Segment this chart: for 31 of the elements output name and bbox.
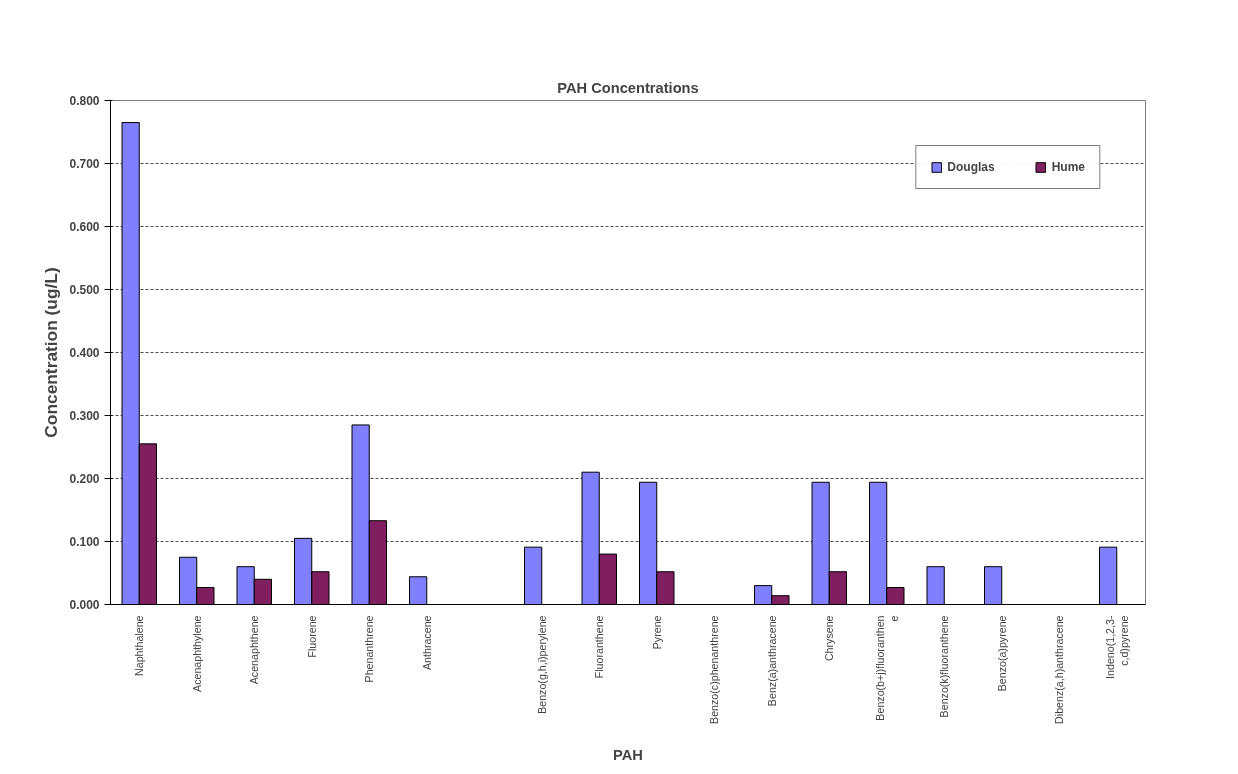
y-tick-label: 0.700 [69, 157, 100, 171]
x-tick-label: Benzo(g,h,i)perylene [535, 615, 548, 714]
x-tick-label: Chrysene [823, 615, 836, 662]
x-tick-label: Fluorene [305, 615, 318, 658]
x-tick-label: Fluoranthene [593, 615, 606, 679]
chart-title: PAH Concentrations [557, 79, 699, 96]
x-tick-label: Phenanthrene [363, 615, 376, 683]
y-tick-label: 0.000 [69, 598, 100, 612]
legend-label: Hume [1051, 160, 1085, 174]
y-tick-label: 0.600 [69, 220, 100, 234]
x-tick-label: Acenaphthene [248, 615, 261, 685]
x-tick-label: Benzo(c)phenanthrene [708, 615, 721, 724]
legend-label: Douglas [947, 160, 995, 174]
x-tick-label: Pyrene [650, 615, 663, 650]
x-tick-label: Acenaphthylene [190, 615, 203, 692]
x-tick-label: Benzo(b+j)fluoranthen e [873, 615, 900, 721]
x-tick-label: Benzo(k)fluoranthene [938, 615, 951, 718]
y-tick-label: 0.400 [69, 346, 100, 360]
x-tick-label: Benzo(a)pyrene [995, 615, 1008, 692]
y-tick-label: 0.100 [69, 535, 100, 549]
x-tick-label: Indeno(1,2,3- c,d)pyrene [1103, 615, 1130, 679]
x-tick-label: Anthracene [420, 615, 433, 670]
x-tick-label: Benz(a)anthracene [765, 615, 778, 707]
x-tick-label: Naphthalene [133, 615, 146, 676]
x-axis-title: PAH [613, 746, 643, 763]
y-tick-label: 0.800 [69, 94, 100, 108]
y-tick-label: 0.500 [69, 283, 100, 297]
y-axis-title: Concentration (ug/L) [41, 267, 62, 438]
y-tick-label: 0.200 [69, 472, 100, 486]
x-tick-label: Dibenz(a,h)anthracene [1053, 615, 1066, 724]
y-tick-label: 0.300 [69, 409, 100, 423]
